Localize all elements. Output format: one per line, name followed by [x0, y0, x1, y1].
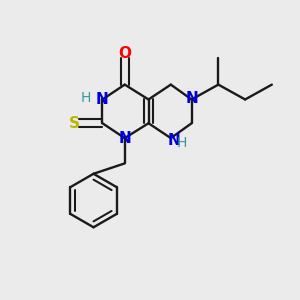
Text: S: S [68, 116, 80, 131]
Text: H: H [81, 91, 91, 105]
Text: H: H [177, 136, 187, 151]
Text: N: N [185, 91, 198, 106]
Text: O: O [118, 46, 131, 61]
Text: N: N [118, 130, 131, 146]
Text: N: N [167, 133, 180, 148]
Text: N: N [96, 92, 109, 107]
